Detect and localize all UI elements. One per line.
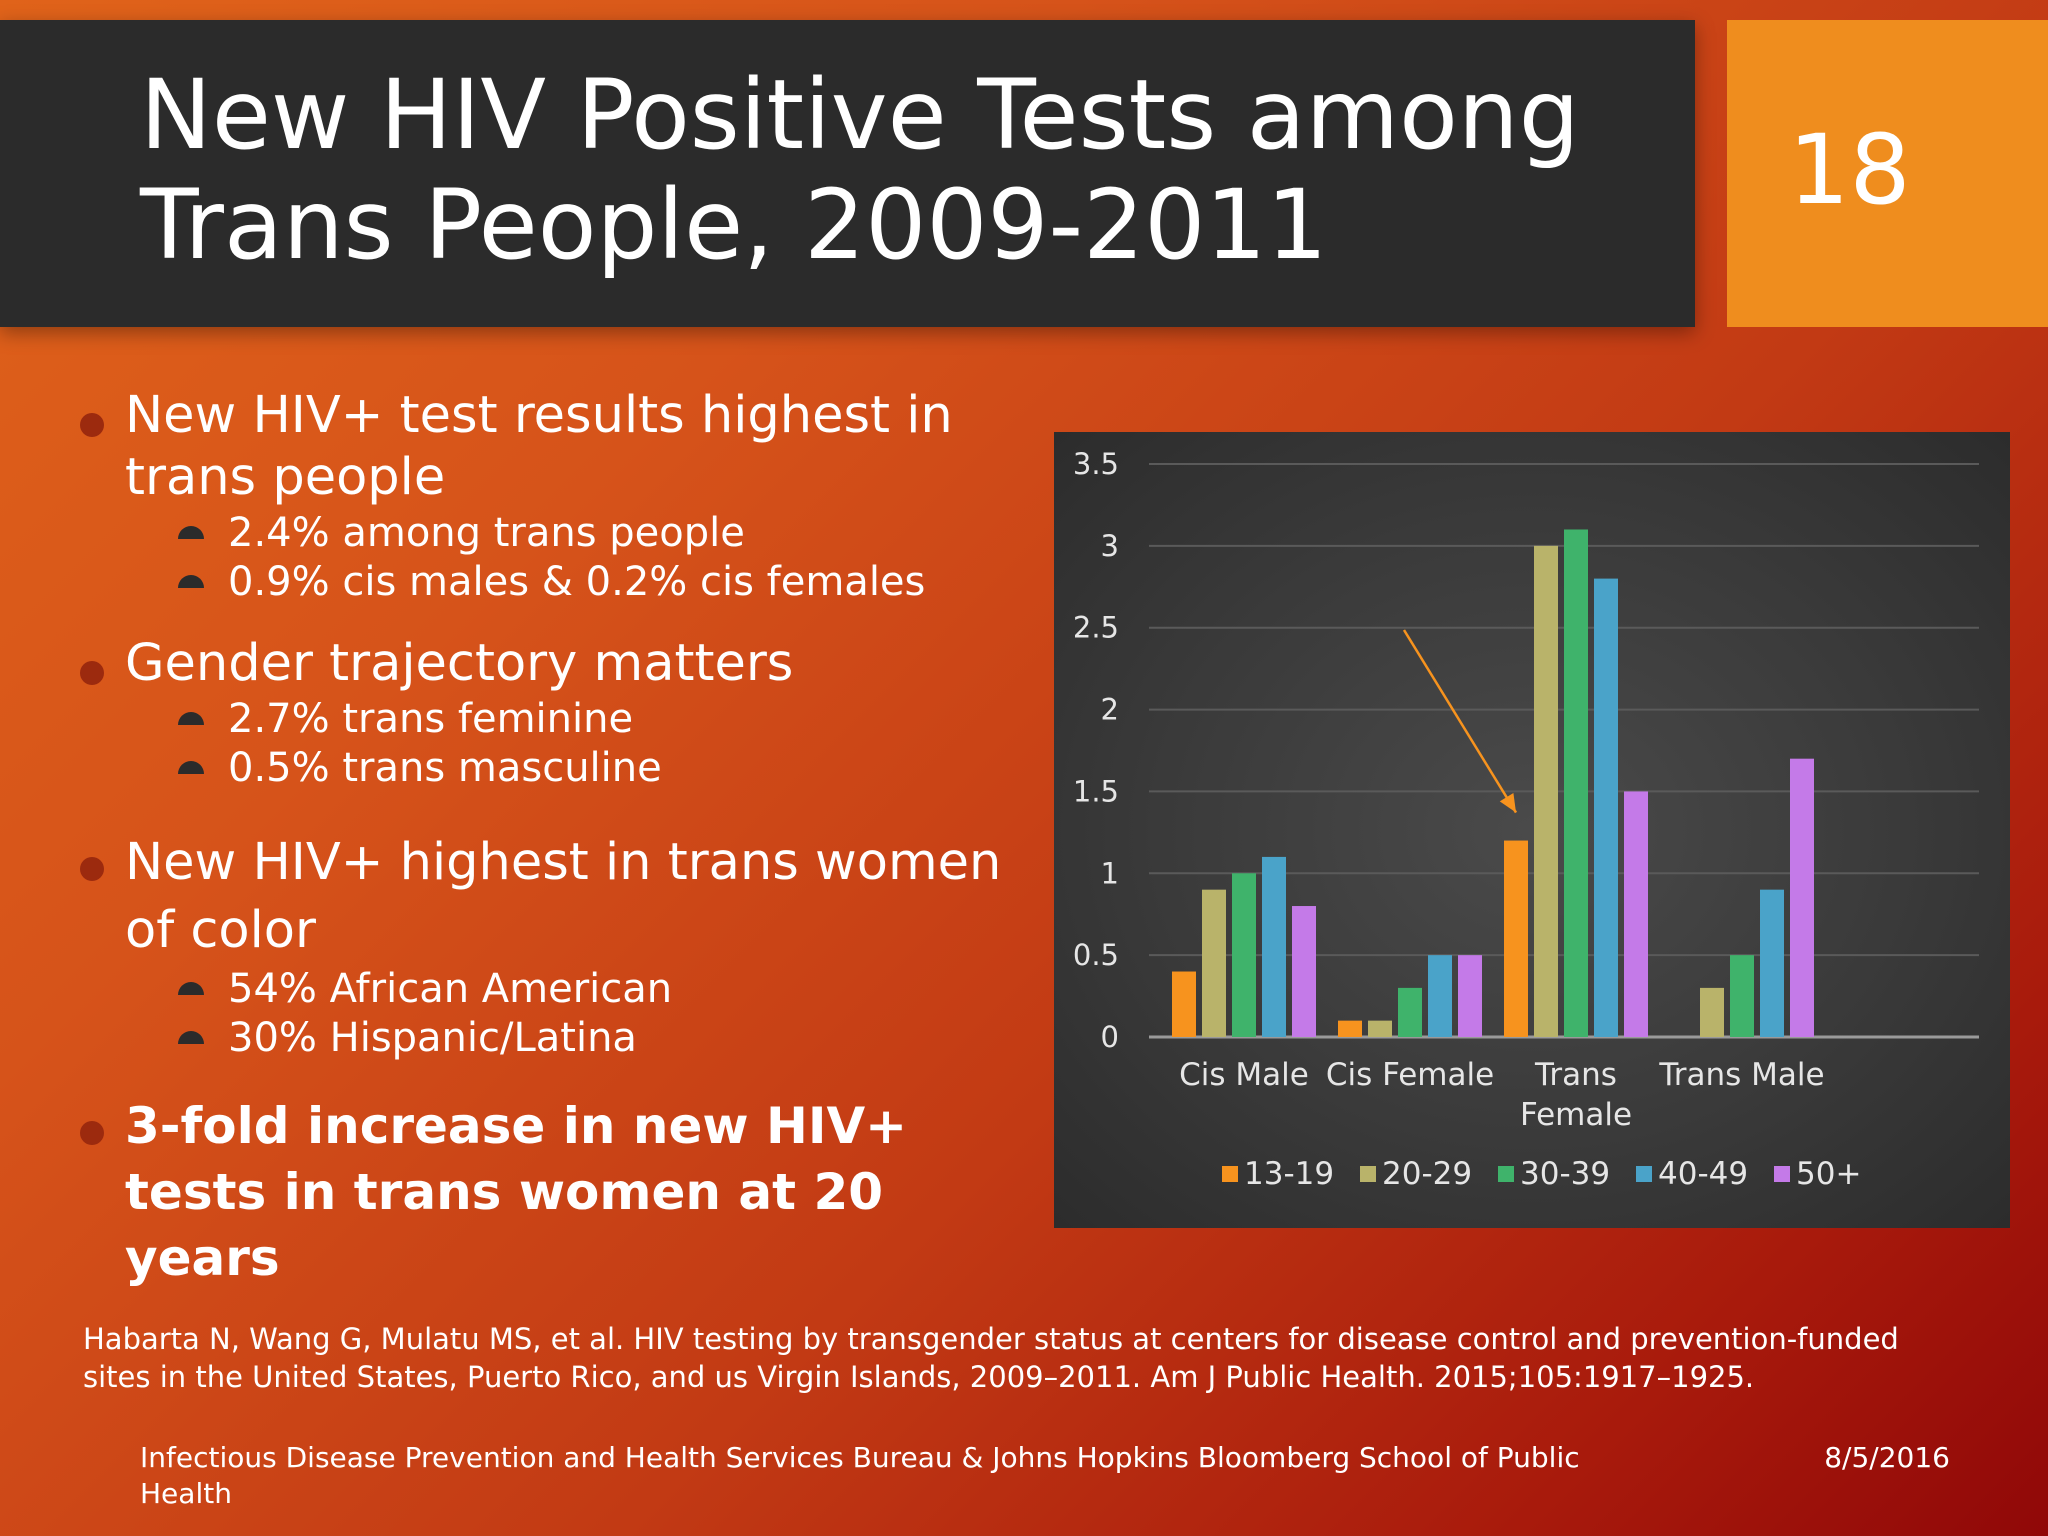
legend-label: 50+ bbox=[1796, 1156, 1861, 1192]
footer-date: 8/5/2016 bbox=[1824, 1441, 1950, 1474]
legend-swatch bbox=[1636, 1166, 1652, 1182]
bar bbox=[1730, 955, 1754, 1037]
bar bbox=[1202, 889, 1226, 1037]
bar bbox=[1564, 529, 1588, 1037]
bullet-4-text: 3-fold increase in new HIV+ tests in tra… bbox=[125, 1097, 908, 1287]
sub-bullet-text: 2.4% among trans people bbox=[228, 510, 745, 556]
sub-bullet-text: 30% Hispanic/Latina bbox=[228, 1015, 637, 1061]
bar bbox=[1790, 758, 1814, 1037]
legend-label: 20-29 bbox=[1382, 1156, 1472, 1192]
bullet-list: New HIV+ test results highest in trans p… bbox=[80, 385, 1040, 1291]
x-tick-label: Trans Male bbox=[1658, 1057, 1824, 1093]
sub-bullet-icon bbox=[178, 982, 204, 995]
bullet-2-text: Gender trajectory matters bbox=[125, 634, 794, 693]
legend-label: 30-39 bbox=[1520, 1156, 1610, 1192]
legend-swatch bbox=[1222, 1166, 1238, 1182]
title-line-2: Trans People, 2009-2011 bbox=[140, 169, 1328, 281]
slide-number-box: 18 bbox=[1727, 20, 2048, 327]
sub-bullet-text: 0.9% cis males & 0.2% cis females bbox=[228, 559, 926, 605]
x-tick-label: Female bbox=[1520, 1097, 1632, 1133]
sub-bullet-icon bbox=[178, 712, 204, 725]
sub-bullet-icon bbox=[178, 526, 204, 539]
bar bbox=[1428, 955, 1452, 1037]
sub-bullet-icon bbox=[178, 761, 204, 774]
sub-bullet: 2.4% among trans people bbox=[80, 509, 1040, 558]
bar bbox=[1262, 856, 1286, 1037]
chart-svg: 0 0.5 1 1.5 2 2.5 3 3.5 Cis Male Cis Female Trans F… bbox=[1073, 447, 1979, 1192]
bar bbox=[1172, 971, 1196, 1037]
y-tick-label: 2 bbox=[1101, 693, 1119, 727]
sub-bullet-icon bbox=[178, 1031, 204, 1044]
title-bar: New HIV Positive Tests among Trans Peopl… bbox=[0, 20, 1695, 327]
bar bbox=[1624, 791, 1648, 1037]
bar bbox=[1232, 873, 1256, 1037]
citation: Habarta N, Wang G, Mulatu MS, et al. HIV… bbox=[83, 1322, 1899, 1394]
bar bbox=[1458, 955, 1482, 1037]
sub-bullet: 0.9% cis males & 0.2% cis females bbox=[80, 558, 1040, 607]
bar bbox=[1398, 987, 1422, 1037]
y-tick-label: 3 bbox=[1101, 529, 1119, 563]
footer-organization: Infectious Disease Prevention and Health… bbox=[140, 1441, 1580, 1510]
sub-bullet: 30% Hispanic/Latina bbox=[80, 1014, 1040, 1063]
legend-label: 13-19 bbox=[1244, 1156, 1334, 1192]
y-tick-label: 1.5 bbox=[1073, 774, 1119, 808]
sub-bullet-text: 0.5% trans masculine bbox=[228, 745, 662, 791]
y-tick-label: 0 bbox=[1101, 1020, 1119, 1054]
legend-swatch bbox=[1360, 1166, 1376, 1182]
bullet-2: Gender trajectory matters bbox=[80, 633, 1040, 695]
x-tick-label: Cis Male bbox=[1179, 1057, 1309, 1093]
sub-bullet-text: 54% African American bbox=[228, 966, 673, 1012]
bar bbox=[1760, 889, 1784, 1037]
slide-title: New HIV Positive Tests among Trans Peopl… bbox=[140, 60, 1680, 280]
x-tick-label: Cis Female bbox=[1326, 1057, 1494, 1093]
sub-bullet: 0.5% trans masculine bbox=[80, 744, 1040, 793]
bar bbox=[1534, 545, 1558, 1037]
y-tick-label: 2.5 bbox=[1073, 611, 1119, 645]
legend-swatch bbox=[1774, 1166, 1790, 1182]
sub-bullet-text: 2.7% trans feminine bbox=[228, 696, 634, 742]
bullet-1: New HIV+ test results highest in trans p… bbox=[80, 385, 1040, 509]
bullet-dot-icon bbox=[80, 1121, 104, 1145]
bar bbox=[1338, 1020, 1362, 1037]
bullet-dot-icon bbox=[80, 413, 104, 437]
bar bbox=[1594, 578, 1618, 1037]
y-tick-label: 3.5 bbox=[1073, 447, 1119, 481]
slide-number: 18 bbox=[1788, 114, 1911, 226]
bullet-1-text: New HIV+ test results highest in trans p… bbox=[125, 386, 953, 507]
legend-label: 40-49 bbox=[1658, 1156, 1748, 1192]
bar-chart: 0 0.5 1 1.5 2 2.5 3 3.5 Cis Male Cis Female Trans F… bbox=[1054, 432, 2010, 1228]
x-tick-label: Trans bbox=[1534, 1057, 1617, 1093]
bar bbox=[1368, 1020, 1392, 1037]
bullet-3-text: New HIV+ highest in trans women of color bbox=[125, 833, 1002, 960]
bar bbox=[1700, 987, 1724, 1037]
bullet-3: New HIV+ highest in trans women of color bbox=[80, 829, 1040, 965]
y-tick-label: 1 bbox=[1101, 856, 1119, 890]
bullet-4: 3-fold increase in new HIV+ tests in tra… bbox=[80, 1093, 1040, 1291]
bullet-dot-icon bbox=[80, 857, 104, 881]
y-tick-label: 0.5 bbox=[1073, 938, 1119, 972]
sub-bullet: 54% African American bbox=[80, 965, 1040, 1014]
bullet-dot-icon bbox=[80, 661, 104, 685]
annotation-arrow-head-icon bbox=[1499, 793, 1516, 813]
bar bbox=[1504, 840, 1528, 1037]
sub-bullet-icon bbox=[178, 575, 204, 588]
legend-swatch bbox=[1498, 1166, 1514, 1182]
bar bbox=[1292, 906, 1316, 1037]
annotation-arrow-line bbox=[1402, 629, 1518, 814]
sub-bullet: 2.7% trans feminine bbox=[80, 695, 1040, 744]
title-line-1: New HIV Positive Tests among bbox=[140, 59, 1580, 171]
